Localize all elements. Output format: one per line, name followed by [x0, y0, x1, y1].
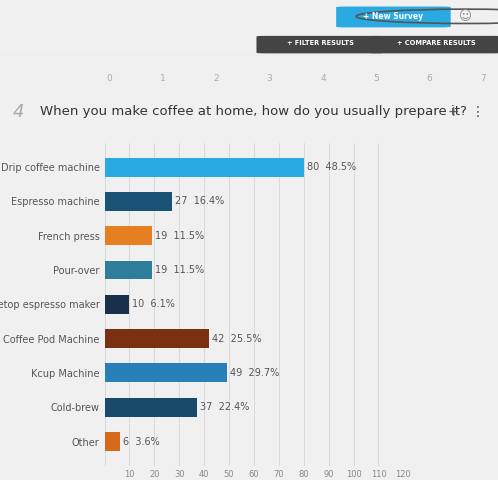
Bar: [105, 192, 172, 211]
Bar: [105, 329, 209, 348]
Text: 27  16.4%: 27 16.4%: [175, 196, 224, 206]
Text: 37  22.4%: 37 22.4%: [200, 402, 249, 412]
Text: + New Survey: + New Survey: [364, 12, 423, 22]
Text: 19  11.5%: 19 11.5%: [155, 265, 204, 275]
Bar: [105, 398, 197, 417]
Text: 3: 3: [267, 73, 272, 83]
Text: 5: 5: [374, 73, 379, 83]
Text: 4: 4: [320, 73, 326, 83]
Text: +: +: [447, 105, 459, 119]
FancyBboxPatch shape: [256, 36, 383, 53]
FancyBboxPatch shape: [336, 7, 451, 27]
Text: ☺: ☺: [459, 10, 472, 23]
Bar: [105, 158, 304, 177]
Text: 4: 4: [12, 103, 24, 121]
Text: + FILTER RESULTS: + FILTER RESULTS: [286, 40, 354, 46]
Text: 49  29.7%: 49 29.7%: [230, 368, 279, 378]
Text: When you make coffee at home, how do you usually prepare it?: When you make coffee at home, how do you…: [40, 105, 467, 119]
Text: 42  25.5%: 42 25.5%: [212, 334, 261, 344]
Bar: [105, 226, 152, 245]
Text: 6  3.6%: 6 3.6%: [123, 436, 159, 446]
Bar: [105, 261, 152, 279]
Text: 10  6.1%: 10 6.1%: [132, 300, 175, 309]
Text: 80  48.5%: 80 48.5%: [307, 162, 356, 172]
Text: 2: 2: [214, 73, 219, 83]
Bar: [105, 295, 129, 314]
FancyBboxPatch shape: [370, 36, 498, 53]
Bar: [105, 432, 120, 451]
Bar: [105, 363, 227, 383]
Text: 1: 1: [160, 73, 166, 83]
Text: 7: 7: [480, 73, 486, 83]
Text: 6: 6: [427, 73, 433, 83]
Text: 19  11.5%: 19 11.5%: [155, 231, 204, 241]
Text: + COMPARE RESULTS: + COMPARE RESULTS: [397, 40, 476, 46]
Text: ⋮: ⋮: [471, 105, 485, 119]
Text: 0: 0: [107, 73, 113, 83]
